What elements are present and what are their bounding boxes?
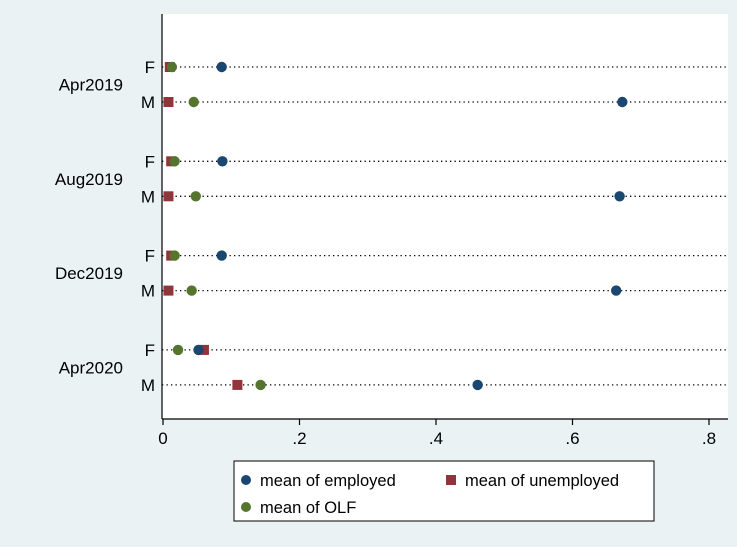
row-label: F <box>145 152 155 171</box>
marker-olf <box>190 191 201 202</box>
legend-label-employed: mean of employed <box>260 472 396 490</box>
marker-olf <box>169 156 180 167</box>
legend-label-olf: mean of OLF <box>260 499 356 517</box>
marker-olf <box>166 61 178 73</box>
marker-employed <box>610 285 622 296</box>
x-tick-label: .6 <box>565 429 579 448</box>
marker-employed <box>193 344 204 356</box>
row-label: F <box>145 58 155 77</box>
marker-employed <box>617 96 628 108</box>
marker-unemployed <box>163 97 174 107</box>
marker-olf <box>188 96 199 108</box>
x-tick-label: .4 <box>429 429 443 448</box>
legend-marker-employed <box>241 475 251 485</box>
x-tick-label: .2 <box>292 429 306 448</box>
plot-area <box>162 14 728 419</box>
marker-employed <box>216 61 227 73</box>
group-label: Apr2020 <box>59 358 123 377</box>
marker-olf <box>169 250 180 261</box>
legend-box <box>233 460 655 522</box>
marker-employed <box>216 250 227 261</box>
marker-employed <box>614 191 625 202</box>
marker-employed <box>217 156 228 167</box>
marker-olf <box>172 344 184 356</box>
legend-label-unemployed: mean of unemployed <box>465 472 619 490</box>
group-label: Dec2019 <box>55 264 123 283</box>
marker-olf <box>186 285 197 296</box>
x-tick-label: 0 <box>158 429 167 448</box>
marker-employed <box>472 379 483 391</box>
row-label: M <box>141 376 155 395</box>
group-label: Apr2019 <box>59 76 123 95</box>
row-label: M <box>141 93 155 112</box>
row-label: F <box>145 341 155 360</box>
marker-unemployed <box>198 344 209 355</box>
x-tick-label: .8 <box>702 429 716 448</box>
marker-unemployed <box>163 285 174 296</box>
row-label: M <box>141 282 155 301</box>
row-label: M <box>141 187 155 206</box>
marker-olf <box>255 379 266 391</box>
group-label: Aug2019 <box>55 170 123 189</box>
legend-marker-olf <box>241 502 251 512</box>
legend-marker-unemployed <box>446 475 456 485</box>
marker-unemployed <box>163 191 174 202</box>
marker-unemployed <box>232 379 243 390</box>
row-label: F <box>145 247 155 266</box>
